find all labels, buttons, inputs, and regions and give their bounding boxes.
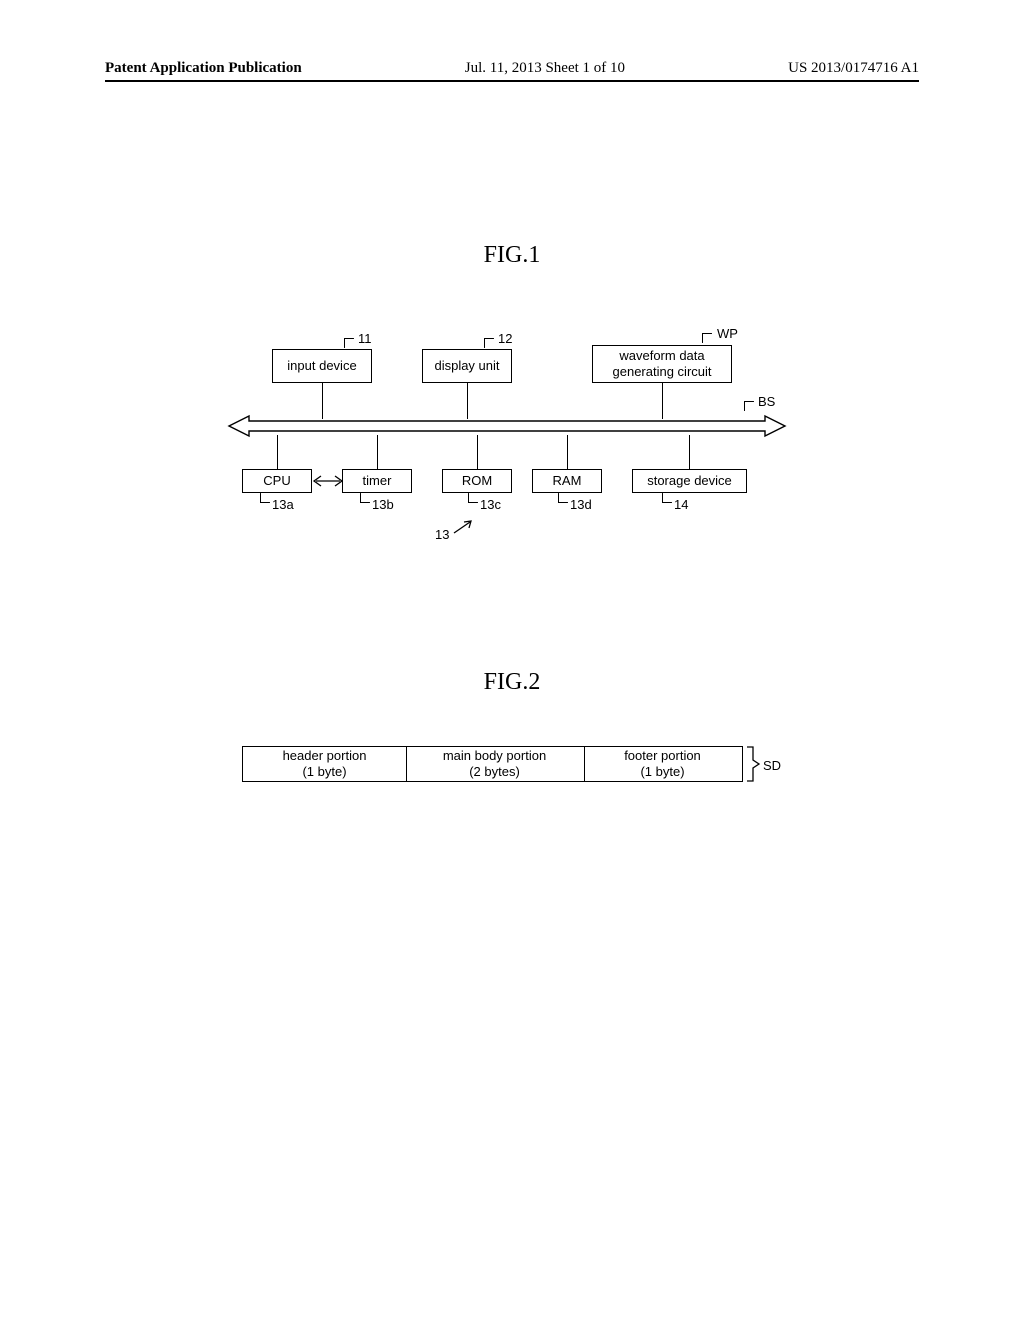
cpu-timer-arrow	[311, 474, 345, 488]
box-timer: timer	[342, 469, 412, 493]
ref-12: 12	[498, 331, 512, 346]
ref-11: 11	[358, 331, 372, 346]
label-waveform: waveform data generating circuit	[613, 348, 712, 379]
ref-13c: 13c	[480, 497, 501, 512]
label-display-unit: display unit	[434, 358, 499, 374]
bus	[227, 413, 787, 443]
ref-13d: 13d	[570, 497, 592, 512]
ref13-arrow	[450, 519, 478, 537]
ref-13: 13	[435, 527, 449, 542]
ref-bs: BS	[758, 394, 775, 409]
cell-main-portion: main body portion (2 bytes)	[405, 746, 585, 782]
box-rom: ROM	[442, 469, 512, 493]
ref-sd: SD	[763, 758, 781, 773]
label-storage: storage device	[647, 473, 732, 489]
label-ram: RAM	[553, 473, 582, 489]
cell-footer-line1: footer portion	[583, 748, 742, 764]
fig2-title: FIG.2	[105, 669, 919, 696]
cell-footer-portion: footer portion (1 byte)	[583, 746, 743, 782]
fig2-diagram: header portion (1 byte) main body portio…	[232, 746, 792, 806]
ref-13b: 13b	[372, 497, 394, 512]
page-header: Patent Application Publication Jul. 11, …	[105, 60, 919, 82]
ref-13a: 13a	[272, 497, 294, 512]
header-right: US 2013/0174716 A1	[788, 60, 919, 77]
cell-header-portion: header portion (1 byte)	[242, 746, 407, 782]
ref-wp: WP	[717, 326, 738, 341]
box-cpu: CPU	[242, 469, 312, 493]
ref-14: 14	[674, 497, 688, 512]
cell-main-line2: (2 bytes)	[405, 764, 584, 780]
label-cpu: CPU	[263, 473, 290, 489]
cell-main-line1: main body portion	[405, 748, 584, 764]
cell-header-line1: header portion	[243, 748, 406, 764]
box-input-device: input device	[272, 349, 372, 383]
label-rom: ROM	[462, 473, 492, 489]
header-mid: Jul. 11, 2013 Sheet 1 of 10	[465, 60, 625, 77]
box-waveform: waveform data generating circuit	[592, 345, 732, 383]
box-display-unit: display unit	[422, 349, 512, 383]
fig1-diagram: input device display unit waveform data …	[232, 329, 792, 549]
cell-header-line2: (1 byte)	[243, 764, 406, 780]
box-ram: RAM	[532, 469, 602, 493]
label-input-device: input device	[287, 358, 356, 374]
label-timer: timer	[363, 473, 392, 489]
cell-footer-line2: (1 byte)	[583, 764, 742, 780]
fig1-title: FIG.1	[105, 242, 919, 269]
box-storage: storage device	[632, 469, 747, 493]
header-left: Patent Application Publication	[105, 60, 302, 77]
